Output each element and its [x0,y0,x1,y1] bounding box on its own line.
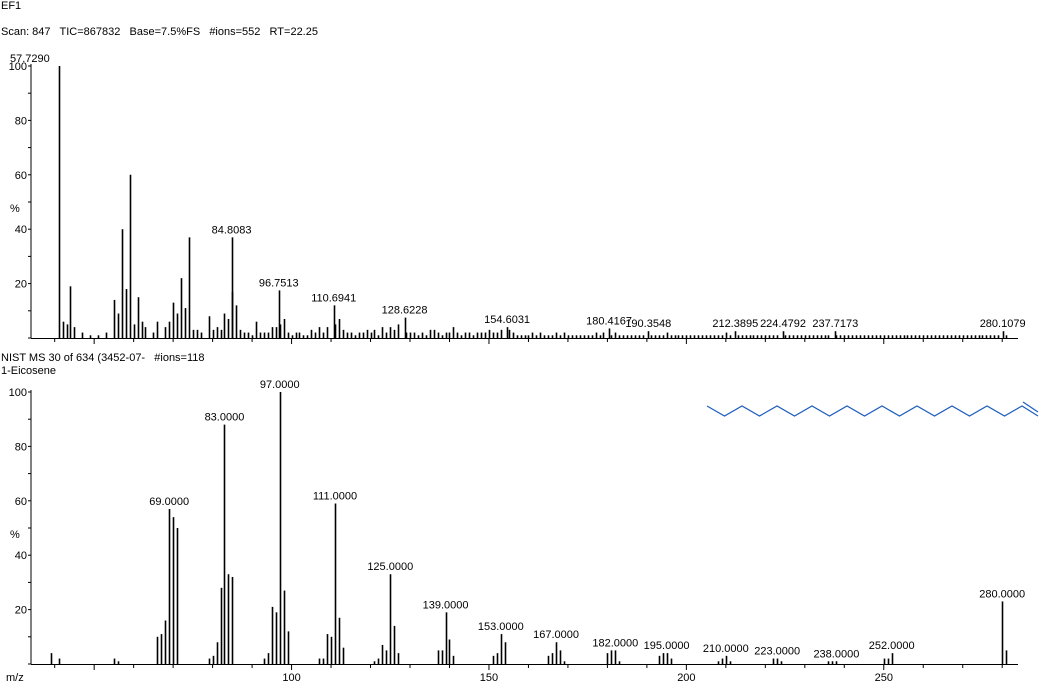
library-y-tick-label: 80 [15,441,27,453]
sample-peak-label: 57.7290 [10,53,50,65]
sample-peak-label: 237.7173 [812,318,858,330]
sample-peak-label: 212.3895 [712,318,758,330]
sample-y-axis-label: % [10,203,20,215]
library-x-tick-label: 100 [282,672,300,684]
sample-spectrum-panel: 100 80 60 40 20% 57.7290 84.8083 96.7513 110.694… [9,53,1026,344]
sample-y-tick-label: 80 [15,115,27,127]
library-x-tick-label: 150 [480,672,498,684]
x-axis-label: m/z [6,672,24,684]
sample-y-tick-label: 40 [15,224,27,236]
sample-peak-label: 190.3548 [625,318,671,330]
sample-peak-label: 154.6031 [484,314,530,326]
library-peak-label: 252.0000 [869,640,915,652]
sample-peak-label: 180.4167 [586,315,632,327]
carbon-chain [706,405,1039,417]
molecule-structure [706,401,1039,417]
double-bond [1022,401,1039,413]
library-y-tick-label: 20 [15,605,27,617]
sample-y-tick-label: 20 [15,279,27,291]
library-peak-label: 238.0000 [813,648,859,660]
library-info: NIST MS 30 of 634 (3452-07- #ions=118 [1,352,205,364]
sample-peak-label: 84.8083 [212,224,252,236]
sample-peak-label: 110.6941 [311,292,356,304]
compound-name: 1-Eicosene [1,365,57,377]
library-y-tick-label: 60 [15,496,27,508]
library-peak-label: 210.0000 [703,643,749,655]
library-peak-label: 223.0000 [754,646,800,658]
library-peak-label: 97.0000 [260,379,300,391]
sample-y-tick-label: 60 [15,170,27,182]
library-y-tick-label: 40 [15,550,27,562]
library-peak-label: 125.0000 [367,561,413,573]
library-peak-label: 280.0000 [979,588,1025,600]
library-peak-label: 182.0000 [592,637,638,649]
sample-peak-label: 128.6228 [382,305,428,317]
scan-info: Scan: 847 TIC=867832 Base=7.5%FS #ions=5… [1,26,318,38]
library-peak-label: 111.0000 [313,491,357,503]
library-x-tick-label: 250 [875,672,893,684]
library-peak-label: 195.0000 [644,640,690,652]
sample-y-tick-label: 100 [9,61,27,73]
library-spectrum-panel: 100 80 60 40 20% 100 150 200 250 69.0000 83.0000 97… [9,379,1026,684]
sample-peak-label: 280.1079 [980,318,1026,330]
sample-peak-label: 224.4792 [760,318,806,330]
library-peak-label: 167.0000 [533,629,579,641]
sample-peak-label: 96.7513 [259,277,299,289]
library-y-tick-label: 100 [9,387,27,399]
window-title: EF1 [1,0,22,12]
library-y-axis-label: % [10,529,20,541]
library-peak-label: 139.0000 [423,599,469,611]
library-x-tick-label: 200 [677,672,695,684]
library-peak-label: 153.0000 [478,621,524,633]
library-peak-label: 69.0000 [149,496,189,508]
library-peak-label: 83.0000 [205,412,245,424]
